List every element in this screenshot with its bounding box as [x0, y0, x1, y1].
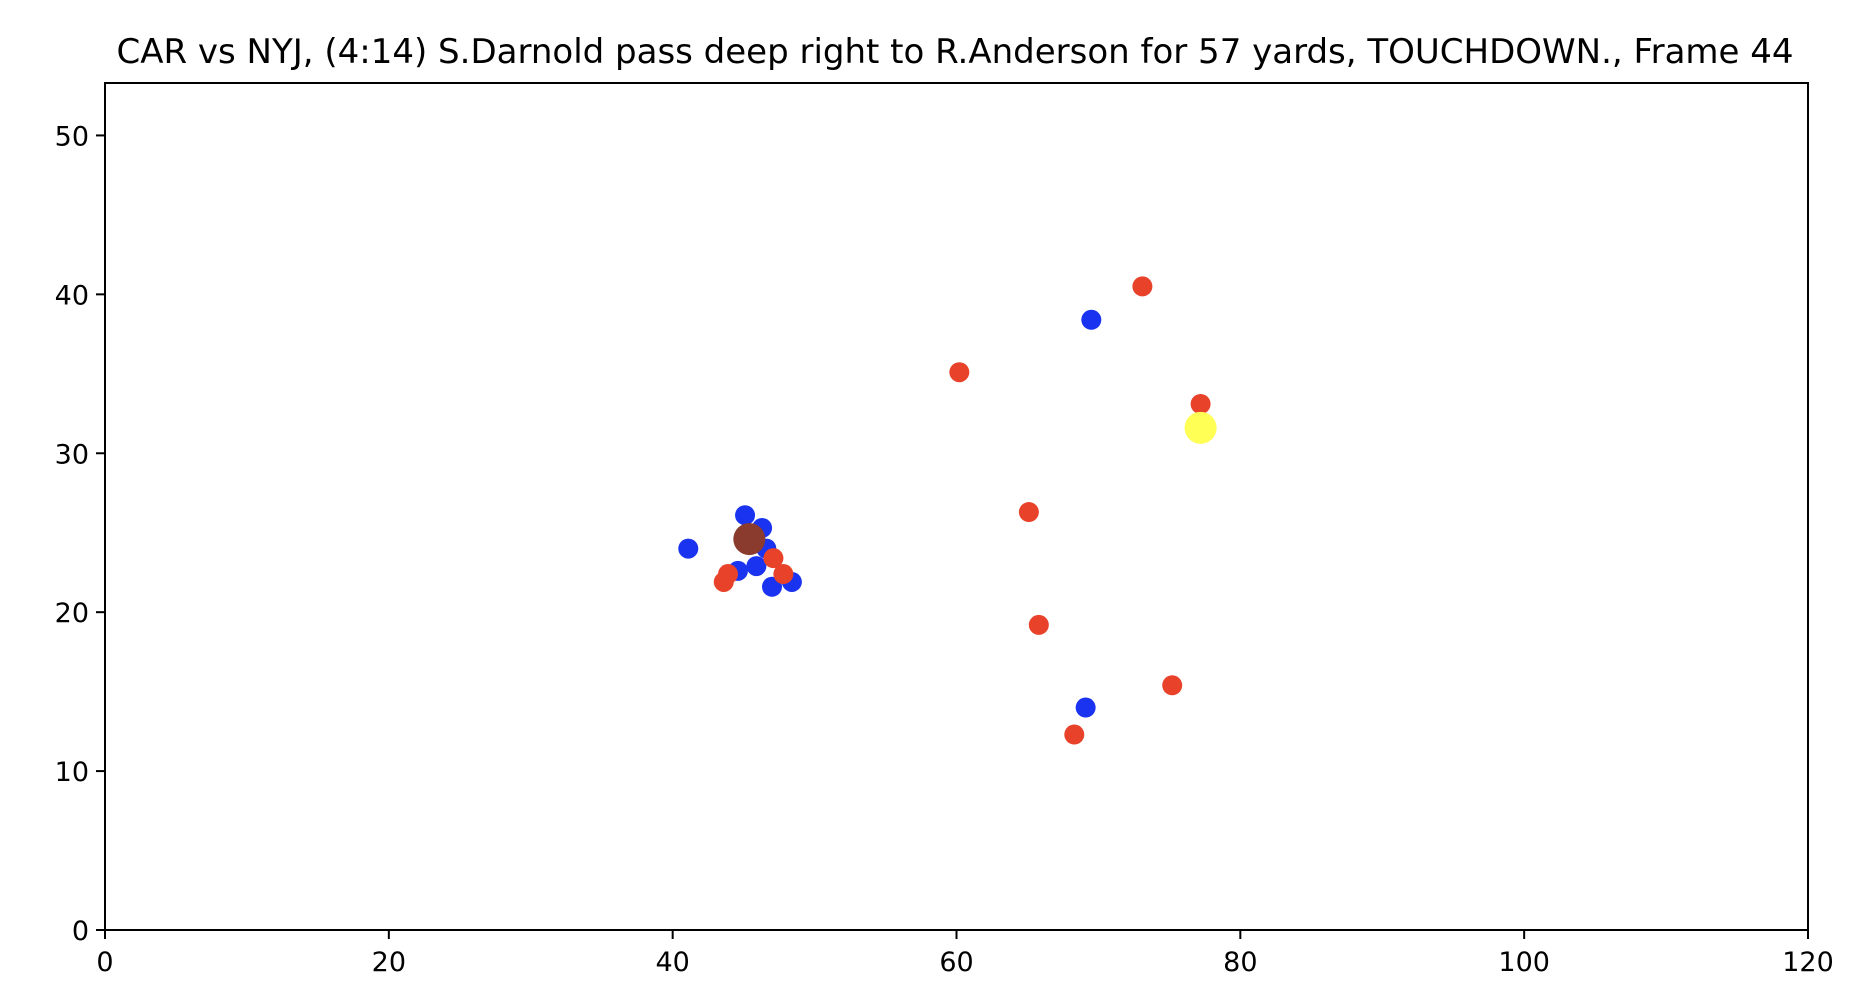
data-point: [773, 564, 794, 585]
data-point: [735, 505, 756, 526]
y-tick-label: 20: [55, 598, 89, 629]
data-points: [678, 276, 1217, 745]
x-tick-label: 80: [1223, 947, 1257, 978]
y-tick-label: 50: [55, 121, 89, 152]
data-point: [1028, 614, 1049, 635]
data-point: [1075, 697, 1096, 718]
y-tick-label: 10: [55, 757, 89, 788]
data-point: [1162, 675, 1183, 696]
x-tick-label: 60: [939, 947, 973, 978]
data-point: [746, 556, 767, 577]
chart-title: CAR vs NYJ, (4:14) S.Darnold pass deep r…: [116, 32, 1793, 72]
x-tick-label: 120: [1782, 947, 1834, 978]
y-tick-label: 30: [55, 439, 89, 470]
data-point: [713, 571, 734, 592]
data-point: [1064, 724, 1085, 745]
data-point: [1081, 309, 1102, 330]
data-point: [1018, 502, 1039, 523]
data-point: [763, 548, 784, 569]
data-point: [733, 523, 766, 556]
y-axis: 0 10 20 30 40 50: [55, 121, 105, 947]
data-point: [1184, 411, 1217, 444]
y-tick-label: 40: [55, 280, 89, 311]
plot-area-frame: [104, 82, 1809, 931]
x-tick-label: 40: [655, 947, 689, 978]
y-tick-label: 0: [72, 916, 89, 947]
data-point: [949, 362, 970, 383]
x-tick-label: 0: [96, 947, 113, 978]
x-axis: 0 20 40 60 80 100 120: [96, 930, 1834, 978]
data-point: [1190, 394, 1211, 415]
x-tick-label: 100: [1498, 947, 1550, 978]
data-point: [1132, 276, 1153, 297]
data-point: [678, 538, 699, 559]
x-tick-label: 20: [372, 947, 406, 978]
